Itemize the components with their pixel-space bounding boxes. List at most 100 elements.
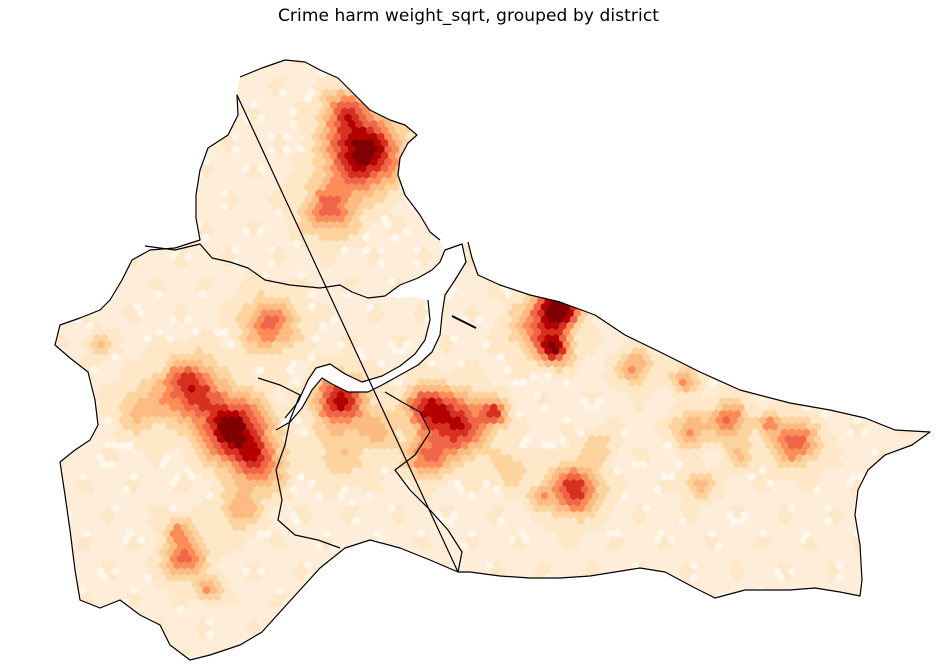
hex-cell xyxy=(460,138,469,148)
hex-cell xyxy=(198,630,207,640)
hex-cell xyxy=(879,397,887,406)
hex-cell xyxy=(740,170,749,180)
hex-cell xyxy=(279,541,287,551)
hex-cell xyxy=(111,163,120,173)
hex-cell xyxy=(158,107,167,117)
hex-cell xyxy=(129,145,138,154)
hex-cell xyxy=(595,107,604,117)
hex-cell xyxy=(926,277,930,287)
hex-cell xyxy=(460,75,469,85)
hex-cell xyxy=(511,138,520,148)
hex-cell xyxy=(249,113,258,123)
hex-cell xyxy=(897,88,905,98)
hex-cell xyxy=(515,245,523,255)
hex-cell xyxy=(871,560,880,570)
hex-cell xyxy=(569,88,578,98)
hex-cell xyxy=(882,504,891,514)
hex-cell xyxy=(511,592,520,602)
hex-cell xyxy=(555,277,564,287)
hex-cell xyxy=(55,100,62,110)
hex-cell xyxy=(257,113,265,123)
hex-cell xyxy=(493,220,502,230)
hex-cell xyxy=(682,107,691,117)
hex-cell xyxy=(279,88,287,98)
hex-cell xyxy=(591,302,600,312)
hex-cell xyxy=(544,623,553,633)
hex-cell xyxy=(799,308,807,318)
hex-cell xyxy=(897,655,905,660)
hex-cell xyxy=(900,472,909,482)
hex-cell xyxy=(519,189,527,199)
hex-cell xyxy=(195,107,204,117)
hex-cell xyxy=(508,598,516,608)
hex-cell xyxy=(857,371,865,381)
hex-cell xyxy=(133,315,142,325)
hex-cell xyxy=(540,617,549,627)
hex-cell xyxy=(104,226,113,236)
hex-cell xyxy=(900,308,909,318)
hex-cell xyxy=(657,88,665,98)
hex-cell xyxy=(82,252,91,262)
hex-cell xyxy=(879,283,887,293)
hex-cell xyxy=(57,220,65,230)
hex-cell xyxy=(82,201,91,211)
hex-cell xyxy=(566,132,574,142)
hex-cell xyxy=(900,145,909,154)
hex-cell xyxy=(537,271,545,280)
hex-cell xyxy=(832,51,839,59)
hex-cell xyxy=(922,397,930,406)
hex-cell xyxy=(566,598,574,608)
hex-cell xyxy=(147,113,156,123)
hex-cell xyxy=(853,75,862,85)
hex-cell xyxy=(82,302,91,312)
hex-cell xyxy=(690,359,698,369)
hex-cell xyxy=(366,655,374,660)
hex-cell xyxy=(253,573,262,583)
hex-cell xyxy=(609,258,618,268)
hex-cell xyxy=(126,315,134,325)
hex-cell xyxy=(806,359,814,369)
hex-cell xyxy=(362,82,371,91)
hex-cell xyxy=(588,523,596,532)
hex-cell xyxy=(198,113,207,123)
hex-cell xyxy=(395,100,403,110)
hex-cell xyxy=(337,491,345,501)
hex-cell xyxy=(57,397,65,406)
hex-cell xyxy=(875,516,884,526)
hex-cell xyxy=(329,592,338,602)
hex-cell xyxy=(100,107,109,117)
hex-cell xyxy=(293,516,302,526)
hex-cell xyxy=(420,586,429,595)
hex-cell xyxy=(690,283,698,293)
hex-cell xyxy=(635,630,644,640)
hex-cell xyxy=(828,233,836,243)
hex-cell xyxy=(617,258,625,268)
hex-cell xyxy=(471,145,480,154)
hex-cell xyxy=(515,586,523,595)
hex-cell xyxy=(399,170,407,180)
hex-cell xyxy=(635,277,644,287)
hex-cell xyxy=(329,541,338,551)
hex-cell xyxy=(184,138,193,148)
hex-cell xyxy=(82,88,91,98)
hex-cell xyxy=(344,75,353,85)
hex-cell xyxy=(224,82,233,91)
hex-cell xyxy=(919,340,927,350)
hex-cell xyxy=(158,460,167,469)
hex-cell xyxy=(686,226,694,236)
hex-cell xyxy=(107,60,116,66)
hex-cell xyxy=(279,655,287,660)
hex-cell xyxy=(424,126,433,136)
hex-cell xyxy=(497,630,505,640)
hex-cell xyxy=(879,107,887,117)
hex-cell xyxy=(566,195,574,205)
hex-cell xyxy=(835,460,844,469)
hex-cell xyxy=(104,516,113,526)
hex-cell xyxy=(548,277,556,287)
hex-cell xyxy=(904,315,913,325)
hex-cell xyxy=(824,163,833,173)
hex-cell xyxy=(511,655,520,660)
hex-cell xyxy=(711,195,720,205)
hex-cell xyxy=(708,138,716,148)
hex-cell xyxy=(860,75,869,85)
